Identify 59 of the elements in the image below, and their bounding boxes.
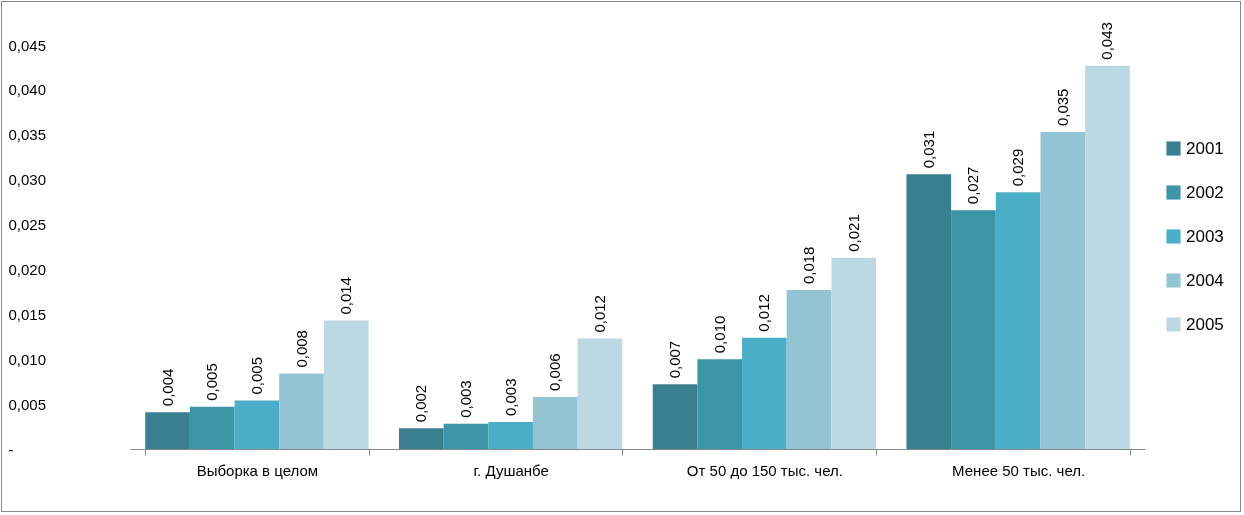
data-label: 0,018 — [800, 246, 818, 285]
data-label: 0,012 — [755, 294, 773, 332]
bar — [1040, 132, 1086, 449]
y-tick-label: 0,025 — [8, 216, 47, 234]
y-tick-label: 0,030 — [8, 171, 47, 189]
y-tick-label: 0,035 — [8, 126, 47, 144]
bar — [652, 384, 698, 449]
y-tick-label: - — [8, 440, 14, 458]
bar — [189, 406, 235, 449]
data-label: 0,005 — [203, 363, 221, 401]
data-label: 0,043 — [1098, 22, 1116, 60]
y-tick-label: 0,010 — [8, 350, 47, 368]
bar — [532, 396, 578, 449]
bar — [951, 210, 996, 449]
bar — [145, 412, 190, 449]
bar — [1085, 65, 1130, 449]
bar — [443, 423, 489, 449]
legend-label: 2004 — [1186, 270, 1224, 290]
y-tick-label: 0,015 — [8, 305, 47, 323]
bar — [786, 290, 832, 449]
bar — [234, 400, 280, 449]
bar — [831, 257, 877, 449]
bar — [995, 192, 1041, 449]
data-label: 0,002 — [412, 384, 430, 423]
y-tick-label: 0,045 — [8, 36, 47, 54]
x-tick-label: От 50 до 150 тыс. чел. — [686, 461, 843, 479]
bar — [577, 338, 623, 449]
data-label: 0,004 — [158, 368, 176, 407]
x-tick-label: Менее 50 тыс. чел. — [952, 461, 1086, 479]
data-label: 0,014 — [337, 277, 355, 315]
data-label: 0,012 — [590, 295, 608, 333]
legend-label: 2001 — [1186, 138, 1224, 158]
bar — [906, 174, 952, 449]
data-label: 0,010 — [710, 315, 728, 354]
x-tick-label: Выборка в целом — [196, 461, 319, 479]
y-tick-label: 0,005 — [8, 395, 47, 413]
bar — [398, 428, 444, 449]
data-label: 0,029 — [1009, 148, 1027, 187]
data-label: 0,003 — [501, 378, 519, 417]
legend-label: 2003 — [1186, 226, 1224, 246]
data-label: 0,031 — [919, 130, 937, 169]
bar — [697, 359, 743, 449]
legend-label: 2002 — [1186, 182, 1224, 202]
data-label: 0,021 — [844, 214, 862, 252]
bar — [488, 422, 533, 449]
y-tick-label: 0,040 — [8, 81, 47, 99]
legend-label: 2005 — [1186, 314, 1224, 334]
bar — [323, 320, 369, 449]
data-label: 0,006 — [546, 353, 564, 391]
bar — [279, 373, 324, 449]
y-tick-label: 0,020 — [8, 260, 47, 278]
bar — [742, 337, 787, 449]
data-label: 0,007 — [666, 340, 684, 379]
data-label: 0,027 — [964, 166, 982, 205]
data-label: 0,005 — [247, 356, 265, 395]
x-tick-label: г. Душанбе — [473, 461, 549, 479]
data-label: 0,035 — [1053, 88, 1071, 127]
data-label: 0,003 — [456, 380, 474, 418]
data-label: 0,008 — [292, 330, 310, 368]
